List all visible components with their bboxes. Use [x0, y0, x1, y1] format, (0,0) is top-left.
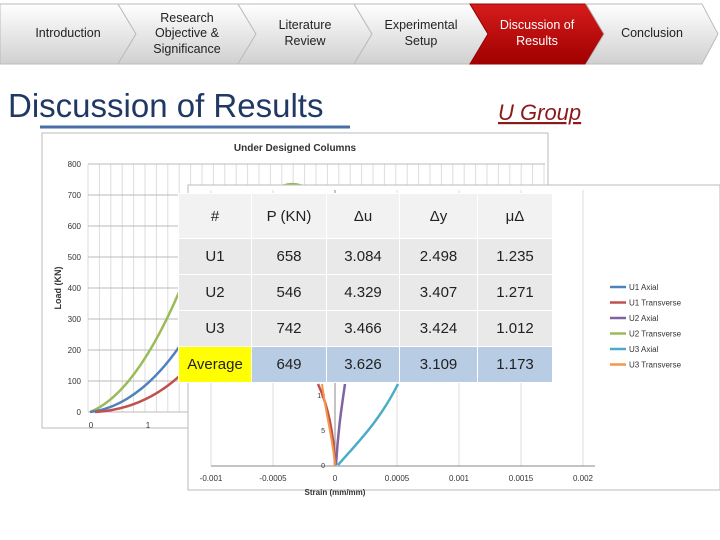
- cell: 4.329: [326, 274, 400, 311]
- chart1-y-label: Load (KN): [53, 267, 63, 310]
- chart2-x-label: Strain (mm/mm): [305, 488, 366, 497]
- table-header: # P (KN) Δu Δy μΔ: [178, 193, 553, 239]
- legend-label: U1 Axial: [629, 283, 659, 292]
- cell: 1.012: [477, 310, 553, 347]
- cell: 649: [251, 346, 327, 383]
- cell: 742: [251, 310, 327, 347]
- y-tick-label: 100: [68, 377, 82, 386]
- cell: 3.109: [399, 346, 478, 383]
- cell: 3.407: [399, 274, 478, 311]
- y-tick-label: 0: [77, 408, 82, 417]
- x-tick-label: 0.001: [449, 474, 470, 483]
- header-cell: P (KN): [251, 193, 327, 239]
- cell: 658: [251, 238, 327, 275]
- cell: 3.466: [326, 310, 400, 347]
- chevron: [585, 3, 719, 65]
- y-tick-label: 0: [321, 463, 325, 470]
- x-tick-label: 0: [89, 421, 94, 430]
- x-tick-label: 0.0005: [385, 474, 410, 483]
- legend-label: U2 Transverse: [629, 330, 682, 339]
- table-row: U2 546 4.329 3.407 1.271: [178, 274, 553, 311]
- nav-item[interactable]: Discussion of Results: [499, 18, 575, 48]
- y-tick-label: 600: [68, 222, 82, 231]
- y-tick-label: 5: [321, 428, 325, 435]
- x-tick-label: -0.001: [200, 474, 223, 483]
- curve: [321, 383, 336, 466]
- slide-title: Discussion of Results: [8, 87, 323, 124]
- table-row: Average 649 3.626 3.109 1.173: [178, 346, 553, 383]
- y-tick-label: 300: [68, 315, 82, 324]
- y-tick-label: 800: [68, 160, 82, 169]
- chart2-legend: U1 Axial U1 Transverse U2 Axial U2 Transver…: [610, 283, 682, 370]
- legend-label: U1 Transverse: [629, 299, 682, 308]
- table-row: U1 658 3.084 2.498 1.235: [178, 238, 553, 275]
- y-tick-label: 700: [68, 191, 82, 200]
- cell: U1: [178, 238, 252, 275]
- nav-item[interactable]: Experimental Setup: [384, 18, 458, 48]
- curve: [89, 289, 182, 414]
- header-cell: Δy: [399, 193, 478, 239]
- cell: 3.424: [399, 310, 478, 347]
- curve: [337, 383, 400, 466]
- legend-label: U3 Axial: [629, 345, 659, 354]
- y-tick-label: 500: [68, 253, 82, 262]
- cell: 3.626: [326, 346, 400, 383]
- y-tick-label: 200: [68, 346, 82, 355]
- header-cell: #: [178, 193, 252, 239]
- table-row: U3 742 3.466 3.424 1.012: [178, 310, 553, 347]
- cell: 1.271: [477, 274, 553, 311]
- cell: 2.498: [399, 238, 478, 275]
- curve: [334, 383, 347, 466]
- cell: U2: [178, 274, 252, 311]
- x-tick-label: 0.002: [573, 474, 594, 483]
- cell: Average: [178, 346, 252, 383]
- cell: 1.235: [477, 238, 553, 275]
- chart1-title: Under Designed Columns: [234, 143, 357, 154]
- y-tick-label: 10: [317, 393, 325, 400]
- x-tick-label: 0: [333, 474, 338, 483]
- cell: 546: [251, 274, 327, 311]
- x-tick-label: 1: [146, 421, 151, 430]
- nav-item[interactable]: Conclusion: [621, 26, 683, 41]
- y-tick-label: 400: [68, 284, 82, 293]
- legend-label: U2 Axial: [629, 314, 659, 323]
- cell: U3: [178, 310, 252, 347]
- legend-label: U3 Transverse: [629, 361, 682, 370]
- cell: 3.084: [326, 238, 400, 275]
- x-tick-label: -0.0005: [259, 474, 287, 483]
- x-tick-label: 0.0015: [509, 474, 534, 483]
- header-cell: Δu: [326, 193, 400, 239]
- nav-chevrons: [0, 3, 719, 65]
- nav-item[interactable]: Research Objective & Significance: [153, 10, 221, 56]
- nav-item[interactable]: Literature Review: [278, 18, 332, 48]
- header-cell: μΔ: [477, 193, 553, 239]
- results-table: # P (KN) Δu Δy μΔ U1 658 3.084 2.498 1.235 U2 546 4.…: [178, 193, 553, 383]
- cell: 1.173: [477, 346, 553, 383]
- subtitle: U Group: [498, 100, 581, 125]
- nav-item[interactable]: Introduction: [35, 26, 101, 41]
